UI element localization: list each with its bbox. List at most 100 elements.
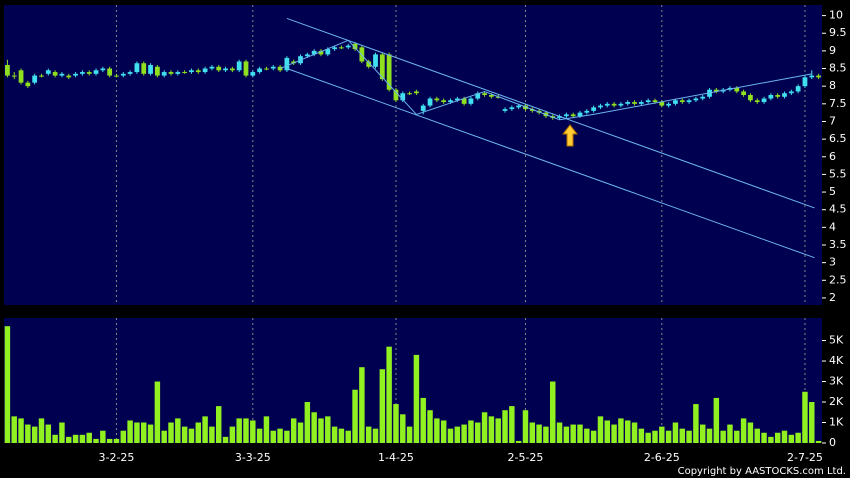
volume-bar <box>100 430 106 443</box>
volume-bar <box>86 432 92 443</box>
candle-body <box>154 66 160 76</box>
volume-bar <box>66 436 72 443</box>
candle-body <box>18 70 24 83</box>
candle-body <box>591 107 597 111</box>
volume-bar <box>134 422 140 443</box>
x-tick-label: 2-7-25 <box>787 451 823 464</box>
volume-bar <box>141 422 147 443</box>
volume-bar <box>481 412 488 443</box>
y-tick-label: 5.5 <box>829 167 847 180</box>
candle-body <box>570 114 576 117</box>
volume-bar <box>297 422 304 443</box>
y-tick-label: 4.5 <box>829 203 847 216</box>
candle-body <box>311 50 317 55</box>
candle-body <box>475 93 481 99</box>
volume-bar <box>788 434 795 443</box>
volume-bar <box>659 426 665 443</box>
volume-bar <box>475 422 481 443</box>
volume-bar <box>693 404 699 443</box>
volume-bar <box>447 428 454 443</box>
volume-bar <box>815 440 822 443</box>
volume-bar <box>106 438 113 443</box>
volume-bar <box>31 426 38 443</box>
candle-body <box>734 87 740 92</box>
candle-body <box>686 100 692 103</box>
candle-body <box>39 75 44 77</box>
volume-bar <box>468 420 474 443</box>
candle-body <box>632 102 637 104</box>
volume-bar <box>181 426 188 443</box>
volume-bar <box>11 416 17 443</box>
candle-body <box>209 66 215 69</box>
volume-bar <box>502 410 508 443</box>
volume-bar <box>645 432 651 443</box>
candle-body <box>768 95 774 99</box>
candle-body <box>175 72 181 74</box>
y-tick-label: 6 <box>829 150 836 163</box>
volume-bar <box>795 432 801 443</box>
candle-body <box>127 72 133 74</box>
candle-body <box>673 100 678 104</box>
volume-bar <box>706 428 713 443</box>
candle-body <box>795 86 801 92</box>
volume-bar <box>352 389 358 443</box>
volume-y-tick-label: 2K <box>829 395 844 408</box>
volume-bar <box>413 354 420 443</box>
candle-body <box>400 93 406 101</box>
volume-bar <box>59 422 65 443</box>
candle-body <box>386 54 392 90</box>
y-tick-label: 2.5 <box>829 273 847 286</box>
volume-bar <box>672 422 679 443</box>
candle-body <box>270 66 276 69</box>
candle-body <box>414 91 419 94</box>
volume-bar <box>679 428 685 443</box>
candle-body <box>563 114 569 117</box>
candle-body <box>66 75 72 78</box>
y-tick-label: 7.5 <box>829 97 847 110</box>
volume-y-tick-label: 4K <box>829 354 844 367</box>
candle-body <box>86 72 92 74</box>
candle-body <box>114 75 119 77</box>
volume-bar <box>781 430 788 443</box>
volume-bar <box>304 402 311 443</box>
candle-body <box>775 95 781 97</box>
candle-body <box>304 54 310 57</box>
candle-body <box>489 95 494 97</box>
volume-bar <box>263 416 270 443</box>
x-tick-label: 2-6-25 <box>644 451 680 464</box>
candle-body <box>454 98 460 101</box>
volume-bar <box>550 381 556 443</box>
volume-bar <box>277 428 283 443</box>
candle-body <box>59 73 65 76</box>
y-tick-label: 3.5 <box>829 238 847 251</box>
volume-bar <box>631 422 638 443</box>
volume-bar <box>154 381 161 443</box>
candle-body <box>250 72 256 76</box>
y-tick-label: 10 <box>829 9 843 22</box>
y-tick-label: 9.5 <box>829 26 847 39</box>
volume-bar <box>311 412 317 443</box>
volume-bar <box>386 346 392 443</box>
candle-body <box>700 96 706 99</box>
candle-body <box>161 72 167 76</box>
volume-bar <box>127 420 133 443</box>
candle-body <box>223 68 228 71</box>
volume-bar <box>188 428 195 443</box>
candle-body <box>236 61 242 71</box>
y-tick-label: 5 <box>829 185 836 198</box>
volume-bar <box>359 367 365 443</box>
volume-bar <box>713 397 720 443</box>
volume-bar <box>604 420 611 443</box>
volume-bar <box>590 430 597 443</box>
volume-bar <box>270 430 276 443</box>
candle-body <box>393 89 399 101</box>
volume-bar <box>222 436 229 443</box>
volume-bar <box>38 418 45 443</box>
trendline <box>279 39 812 121</box>
volume-bar <box>699 424 706 443</box>
volume-bar <box>624 420 631 443</box>
candle-body <box>666 103 672 106</box>
volume-bar <box>461 424 467 443</box>
volume-bar <box>400 414 406 443</box>
volume-bar <box>325 416 331 443</box>
